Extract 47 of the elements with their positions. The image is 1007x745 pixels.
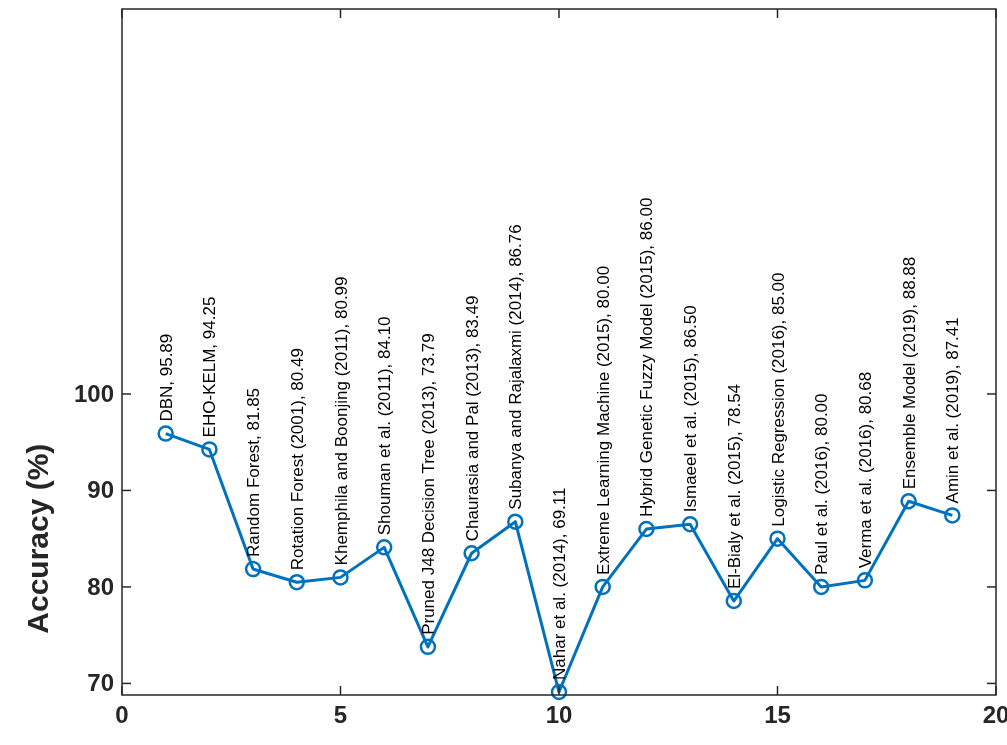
annotation: Extreme Learning Machine (2015), 80.00 <box>593 265 613 575</box>
point <box>157 425 174 442</box>
point <box>463 545 480 562</box>
point <box>419 638 437 656</box>
y-tick-label: 100 <box>73 379 114 407</box>
point <box>507 513 524 530</box>
annotation: Verma et al. (2016), 80.68 <box>855 371 875 569</box>
point <box>332 569 349 586</box>
y-tick-label: 80 <box>87 572 114 600</box>
point <box>594 578 611 596</box>
point <box>681 515 699 533</box>
annotation: Shouman et al. (2011), 84.10 <box>375 316 395 536</box>
annotation: Paul et al. (2016), 80.00 <box>812 393 832 575</box>
annotation: Pruned J48 Decision Tree (2013), 73.79 <box>418 333 438 635</box>
y-tick-label: 70 <box>87 669 114 697</box>
point <box>812 578 830 596</box>
annotation: Subanya and Rajalaxmi (2014), 86.76 <box>506 224 526 510</box>
point <box>201 441 218 458</box>
annotation: Random Forest, 81.85 <box>244 387 264 558</box>
annotation: Amin et al. (2019), 87.41 <box>943 317 963 504</box>
point <box>900 493 917 510</box>
annotation: El-Bialy et al. (2015), 78.54 <box>724 383 744 590</box>
point <box>288 573 306 591</box>
x-tick-label: 5 <box>333 701 348 728</box>
x-tick-label: 0 <box>115 701 129 728</box>
annotation: Logistic Regression (2016), 85.00 <box>768 272 788 527</box>
annotation: Chaurasia and Pal (2013), 83.49 <box>462 295 482 542</box>
annotation: Ismaeel et al. (2015), 86.50 <box>681 305 701 513</box>
point <box>638 520 655 538</box>
point <box>375 539 393 556</box>
point <box>769 530 786 547</box>
point <box>725 592 743 610</box>
y-axis-title: Accuracy (%) <box>21 443 54 634</box>
annotation: DBN, 95.89 <box>156 333 176 422</box>
x-tick-label: 15 <box>764 701 791 728</box>
annotation: EHO-KELM, 94.25 <box>200 296 220 438</box>
annotation: Hybrid Genetic Fuzzy Model (2015), 86.00 <box>637 197 657 518</box>
point <box>550 683 568 701</box>
annotation: Rotation Forest (2001), 80.49 <box>287 348 307 571</box>
annotation: Khemphila and Boonjing (2011), 80.99 <box>331 276 351 566</box>
point <box>244 560 262 578</box>
x-tick-label: 10 <box>545 701 573 728</box>
point <box>944 507 961 524</box>
annotation: Ensemble Model (2019), 88.88 <box>899 256 919 490</box>
point <box>856 572 874 589</box>
annotation: Nahar et al. (2014), 69.11 <box>550 487 569 681</box>
y-tick-label: 90 <box>87 476 114 504</box>
